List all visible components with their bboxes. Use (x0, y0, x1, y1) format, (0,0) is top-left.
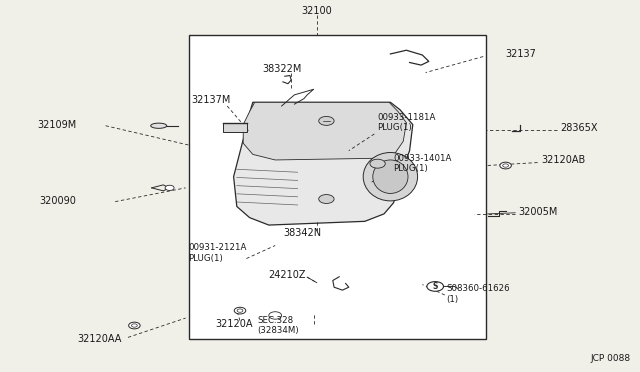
Text: 32120AA: 32120AA (77, 334, 122, 343)
Circle shape (234, 307, 246, 314)
Ellipse shape (364, 153, 417, 201)
Text: 00933-1401A
PLUG(1): 00933-1401A PLUG(1) (394, 154, 452, 173)
Circle shape (370, 159, 385, 168)
Text: 00931-2121A
PLUG(1): 00931-2121A PLUG(1) (188, 243, 247, 263)
Text: S08360-61626
(1): S08360-61626 (1) (447, 284, 510, 304)
Text: 28365X: 28365X (560, 124, 598, 133)
Text: 00933-1181A
PLUG(1): 00933-1181A PLUG(1) (378, 113, 436, 132)
Bar (223, 123, 247, 132)
Ellipse shape (151, 123, 166, 128)
Circle shape (132, 324, 138, 327)
Text: 24210Z: 24210Z (268, 270, 305, 280)
Circle shape (319, 116, 334, 125)
Bar (189, 35, 486, 339)
Text: 32100: 32100 (301, 6, 332, 16)
Text: S: S (433, 282, 438, 291)
Circle shape (269, 312, 282, 319)
Polygon shape (234, 102, 413, 225)
Ellipse shape (372, 160, 408, 193)
Text: SEC.328
(32834M): SEC.328 (32834M) (257, 316, 300, 335)
Text: 38342N: 38342N (284, 228, 322, 237)
Text: 32137: 32137 (506, 49, 536, 59)
Circle shape (427, 282, 444, 291)
Circle shape (319, 195, 334, 203)
Text: 320090: 320090 (40, 196, 77, 206)
Text: 32137M: 32137M (191, 96, 231, 105)
Text: 32005M: 32005M (518, 207, 558, 217)
Text: 32120A: 32120A (215, 319, 252, 328)
Circle shape (503, 164, 509, 167)
Circle shape (500, 162, 511, 169)
Text: JCP 0088: JCP 0088 (590, 354, 630, 363)
Polygon shape (243, 102, 406, 160)
Text: 32109M: 32109M (37, 120, 76, 129)
Circle shape (165, 185, 174, 190)
Text: 38322M: 38322M (262, 64, 301, 74)
Text: 32120AB: 32120AB (541, 155, 586, 165)
Circle shape (129, 322, 140, 329)
Circle shape (237, 309, 243, 312)
